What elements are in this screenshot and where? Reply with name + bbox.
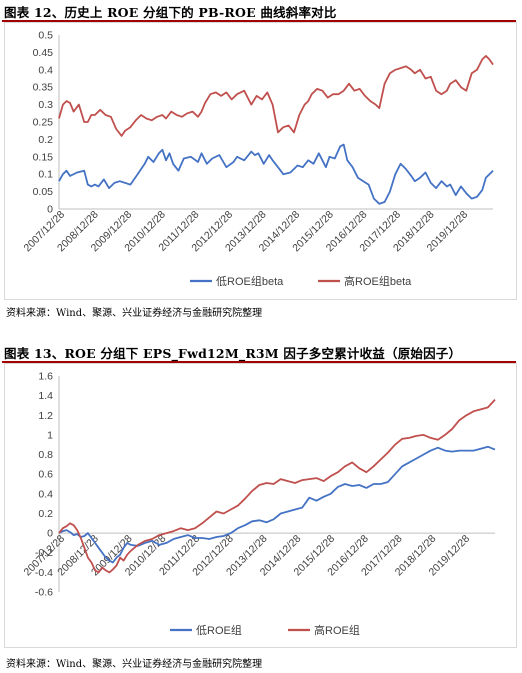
y-tick-label: 0.45 xyxy=(33,47,54,59)
y-tick-label: 0.5 xyxy=(38,30,53,42)
y-tick-label: 0.15 xyxy=(33,151,54,163)
figure-13-title: 图表 13、ROE 分组下 EPS_Fwd12M_R3M 因子多空累计收益（原始… xyxy=(4,346,462,361)
series-line-low-roe xyxy=(58,445,496,564)
y-tick-label: 0 xyxy=(47,528,53,540)
y-tick-label: 1.6 xyxy=(38,371,53,383)
y-tick-label: 0.25 xyxy=(33,117,54,129)
y-tick-label: 1.4 xyxy=(38,390,53,402)
y-tick-label: 0.2 xyxy=(38,508,53,520)
y-tick-label: 1.2 xyxy=(38,410,53,422)
pb-roe-slope-chart: 00.050.10.150.20.250.30.350.40.450.52007… xyxy=(21,30,494,288)
y-tick-label: 0.6 xyxy=(38,469,53,481)
y-tick-label: 0.4 xyxy=(38,488,53,500)
figure-12-source: 资料来源：Wind、聚源、兴业证券经济与金融研究院整理 xyxy=(6,308,263,319)
y-tick-label: -0.4 xyxy=(35,567,53,579)
series-line-high-roe xyxy=(58,398,496,574)
title-rule xyxy=(2,20,516,22)
series-line-high-roe xyxy=(58,55,494,137)
chart-panel-1: 0 0.05 0.1 0.15 0.2 0.25 0.3 0.35 0.4 0.45 0.5 2007… xyxy=(4,22,517,300)
y-tick-label: 0.1 xyxy=(38,169,53,181)
figure-13-source: 资料来源：Wind、聚源、兴业证券经济与金融研究院整理 xyxy=(6,659,263,670)
y-tick-label: 0.05 xyxy=(33,186,54,198)
legend-label-low-roe: 低ROE组 xyxy=(196,623,242,637)
y-tick-label: 0.3 xyxy=(38,99,53,111)
y-tick-label: 0.8 xyxy=(38,449,53,461)
legend-label-low-roe: 低ROE组beta xyxy=(216,274,284,288)
figure-12-title: 图表 12、历史上 ROE 分组下的 PB-ROE 曲线斜率对比 xyxy=(4,5,337,20)
y-tick-label: 0.2 xyxy=(38,134,53,146)
legend-label-high-roe: 高ROE组 xyxy=(314,623,360,637)
y-tick-label: 0 xyxy=(47,204,53,216)
y-tick-label: -0.2 xyxy=(35,547,53,559)
factor-cumulative-return-chart: -0.6-0.4-0.200.20.40.60.811.21.41.62007/… xyxy=(21,371,496,637)
legend-label-high-roe: 高ROE组beta xyxy=(344,274,412,288)
y-tick-label: -0.6 xyxy=(35,587,53,599)
y-tick-label: 1 xyxy=(47,429,53,441)
y-tick-label: 0.35 xyxy=(33,82,54,94)
series-line-low-roe xyxy=(58,143,494,205)
title-rule xyxy=(2,361,516,363)
chart-panel-2: -0.6 -0.4 -0.2 0 0.2 0.4 0.6 0.8 1 1.2 1.4 1.6 2007/… xyxy=(4,363,517,648)
y-tick-label: 0.4 xyxy=(38,64,53,76)
